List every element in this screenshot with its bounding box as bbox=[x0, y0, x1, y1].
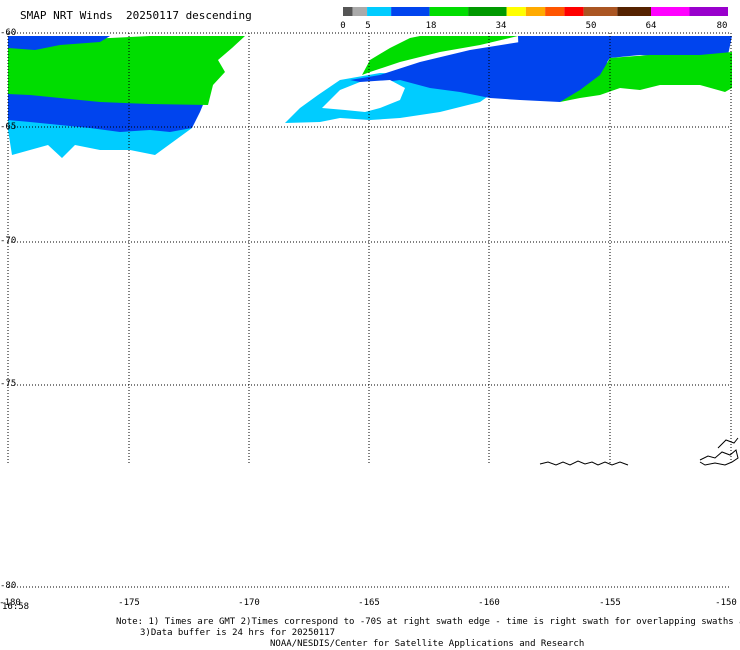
lat-label-75: -75 bbox=[0, 379, 17, 389]
colorbar-segment-7 bbox=[525, 7, 546, 16]
lon-label-150: -150 bbox=[715, 598, 737, 608]
colorbar-segment-4 bbox=[429, 7, 469, 16]
lat-label-80: -80 bbox=[0, 581, 17, 591]
colorbar-segment-13 bbox=[689, 7, 728, 16]
colorbar-segment-1 bbox=[352, 7, 368, 16]
antarctic-coastline bbox=[539, 437, 739, 466]
colorbar-label-64: 64 bbox=[645, 21, 657, 31]
lat-label-60: -60 bbox=[0, 28, 17, 38]
data-gap bbox=[322, 80, 405, 112]
colorbar-label-50: 50 bbox=[585, 21, 597, 31]
note-line-2: 3)Data buffer is 24 hrs for 20250117 bbox=[140, 628, 336, 638]
lon-label-155: -155 bbox=[599, 598, 621, 608]
colorbar-label-0: 0 bbox=[340, 21, 346, 31]
right-swath-green-right bbox=[560, 52, 732, 102]
credit-line: NOAA/NESDIS/Center for Satellite Applica… bbox=[270, 639, 585, 649]
colorbar-segment-10 bbox=[583, 7, 618, 16]
lon-label-170: -170 bbox=[238, 598, 260, 608]
colorbar-segment-3 bbox=[391, 7, 430, 16]
wind-speed-colorbar bbox=[343, 7, 728, 16]
colorbar-segment-2 bbox=[367, 7, 392, 16]
left-swath-blue-top bbox=[8, 36, 110, 50]
wind-swaths bbox=[8, 36, 732, 158]
colorbar-segment-0 bbox=[343, 7, 353, 16]
lon-label-180: -180 bbox=[0, 598, 21, 608]
colorbar-label-18: 18 bbox=[425, 21, 437, 31]
colorbar-label-34: 34 bbox=[495, 21, 507, 31]
lon-label-160: -160 bbox=[478, 598, 500, 608]
swath-time-label: 16:58 bbox=[2, 602, 30, 612]
lat-label-70: -70 bbox=[0, 236, 17, 246]
colorbar-label-5: 5 bbox=[365, 21, 371, 31]
colorbar-segment-5 bbox=[468, 7, 507, 16]
colorbar-segment-6 bbox=[506, 7, 526, 16]
colorbar-segment-8 bbox=[545, 7, 565, 16]
map-title: SMAP NRT Winds 20250117 descending bbox=[20, 9, 252, 22]
colorbar-segment-12 bbox=[651, 7, 690, 16]
right-swath-green-upper bbox=[362, 36, 518, 75]
colorbar-label-80: 80 bbox=[716, 21, 728, 31]
colorbar-segment-9 bbox=[564, 7, 584, 16]
map-gridlines bbox=[7, 32, 732, 588]
note-line-1: Note: 1) Times are GMT 2)Times correspon… bbox=[116, 617, 740, 627]
lon-label-175: -175 bbox=[118, 598, 140, 608]
colorbar-segment-11 bbox=[617, 7, 651, 16]
left-swath-green bbox=[8, 36, 245, 105]
lon-label-165: -165 bbox=[358, 598, 380, 608]
right-swath-blue-far bbox=[518, 36, 732, 100]
lat-label-65: -65 bbox=[0, 122, 17, 132]
